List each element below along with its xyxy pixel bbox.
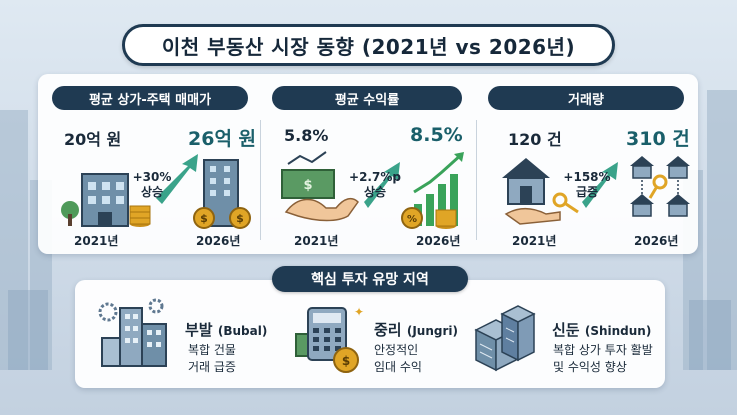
region-bubal-name-en: (Bubal) (217, 324, 268, 338)
card-price-2026-value: 26억 원 (188, 128, 257, 150)
card-price-change: +30% 상승 (122, 170, 182, 200)
card-volume-heading: 거래량 (488, 86, 684, 110)
market-stats-panel: 평균 상가-주택 매매가 20억 원 26억 원 $ $ (38, 74, 698, 254)
card-volume-change-label: 급증 (575, 185, 599, 199)
svg-text:$: $ (303, 178, 312, 193)
region-bubal-name: 부발 (Bubal) (185, 319, 267, 340)
region-bubal-desc-line1: 복합 건물 (188, 343, 236, 357)
card-price: 평균 상가-주택 매매가 20억 원 26억 원 $ $ (38, 74, 258, 254)
card-price-change-label: 상승 (140, 185, 164, 199)
calculator-coins-icon: $ ✦ (295, 305, 364, 373)
gear-buildings-icon (98, 298, 167, 367)
card-yield: 평균 수익률 5.8% 8.5% $ % +2.7%p 상승 2021년 202… (262, 74, 474, 254)
page-title: 이천 부동산 시장 동향 (2021년 vs 2026년) (161, 34, 576, 59)
card-volume-change: +158% 급증 (558, 170, 616, 200)
region-jungri-name-ko: 중리 (374, 321, 402, 339)
house-key-icon (502, 156, 690, 225)
card-yield-change-label: 상승 (363, 185, 387, 199)
card-price-2021-value: 20억 원 (64, 130, 122, 149)
city-blocks-icon (474, 305, 536, 372)
region-shindun-name-en: (Shindun) (584, 324, 652, 338)
card-yield-2021-value: 5.8% (284, 126, 329, 145)
card-yield-change-value: +2.7%p (349, 170, 401, 184)
region-bubal-desc-line2: 거래 급증 (188, 360, 236, 374)
region-shindun-desc: 복합 상가 투자 활발 및 수익성 향상 (553, 342, 653, 376)
svg-text:$: $ (236, 212, 244, 225)
card-price-2021-year: 2021년 (74, 234, 119, 248)
region-jungri-name: 중리 (Jungri) (374, 319, 458, 340)
region-shindun-desc-line1: 복합 상가 투자 활발 (553, 343, 653, 357)
card-volume-2026-value: 310 건 (626, 128, 690, 150)
region-jungri-desc-line1: 안정적인 (374, 343, 419, 357)
region-shindun-desc-line2: 및 수익성 향상 (553, 360, 627, 374)
svg-text:$: $ (342, 354, 350, 368)
card-divider (260, 120, 261, 240)
card-price-2026-year: 2026년 (196, 234, 241, 248)
key-regions-panel (75, 280, 665, 388)
card-volume-2021-year: 2021년 (512, 234, 557, 248)
region-jungri-desc: 안정적인 임대 수익 (374, 342, 422, 376)
card-volume: 거래량 120 건 310 건 +158% 급증 (478, 74, 698, 254)
svg-text:%: % (407, 214, 417, 225)
region-shindun-name: 신둔 (Shindun) (552, 319, 651, 340)
card-divider (476, 120, 477, 240)
region-bubal-name-ko: 부발 (185, 321, 213, 339)
handshake-icon: $ % (281, 151, 464, 229)
svg-text:$: $ (200, 212, 208, 225)
card-yield-change: +2.7%p 상승 (344, 170, 406, 200)
background-skyline-left (0, 40, 70, 370)
region-shindun-name-ko: 신둔 (552, 321, 580, 339)
card-yield-2021-year: 2021년 (294, 234, 339, 248)
region-jungri-desc-line2: 임대 수익 (374, 360, 422, 374)
region-jungri-name-en: (Jungri) (406, 324, 458, 338)
building-icon: $ $ (61, 154, 251, 229)
card-volume-2021-value: 120 건 (508, 130, 562, 149)
page-title-banner: 이천 부동산 시장 동향 (2021년 vs 2026년) (122, 24, 615, 66)
card-volume-change-value: +158% (563, 170, 611, 184)
card-price-heading: 평균 상가-주택 매매가 (52, 86, 248, 110)
key-regions-heading: 핵심 투자 유망 지역 (272, 266, 468, 292)
card-yield-heading: 평균 수익률 (272, 86, 462, 110)
card-volume-2026-year: 2026년 (634, 234, 679, 248)
region-bubal-desc: 복합 건물 거래 급증 (188, 342, 236, 376)
card-price-change-value: +30% (132, 170, 172, 184)
card-yield-2026-year: 2026년 (416, 234, 461, 248)
svg-text:✦: ✦ (354, 305, 364, 319)
card-yield-2026-value: 8.5% (410, 124, 463, 146)
